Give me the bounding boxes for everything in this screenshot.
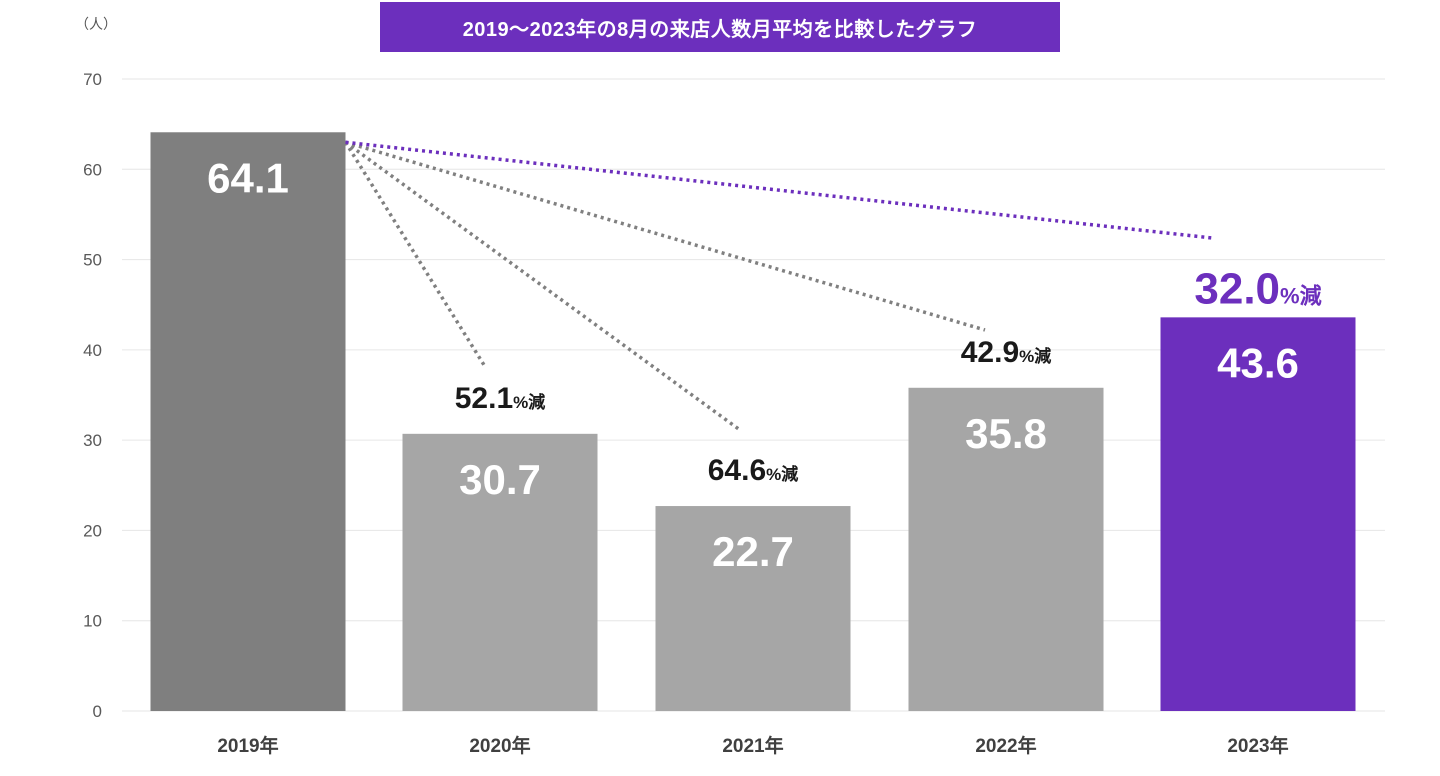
x-category-label-0: 2019年 bbox=[217, 734, 278, 757]
x-category-label-4: 2023年 bbox=[1227, 734, 1288, 757]
bar-2022年 bbox=[908, 387, 1104, 711]
pct-suffix-1: %減 bbox=[513, 392, 545, 412]
y-tick-label-10: 10 bbox=[83, 612, 102, 631]
pct-value-2: 64.6 bbox=[708, 454, 766, 487]
y-tick-label-30: 30 bbox=[83, 431, 102, 450]
y-tick-label-50: 50 bbox=[83, 251, 102, 270]
bar-2019年 bbox=[150, 132, 346, 712]
x-category-label-1: 2020年 bbox=[469, 734, 530, 757]
bar-value-label-3: 35.8 bbox=[965, 410, 1047, 457]
bar-2023年 bbox=[1160, 317, 1356, 711]
y-tick-label-40: 40 bbox=[83, 341, 102, 360]
x-category-label-3: 2022年 bbox=[975, 734, 1036, 757]
pct-suffix-2: %減 bbox=[766, 464, 798, 484]
bar-value-label-1: 30.7 bbox=[459, 456, 541, 503]
pct-value-3: 42.9 bbox=[961, 336, 1019, 369]
pct-value-1: 52.1 bbox=[455, 382, 513, 415]
pct-annotation-4: 32.0%減 bbox=[1194, 264, 1321, 313]
chart-title: 2019〜2023年の8月の来店人数月平均を比較したグラフ bbox=[462, 18, 978, 41]
bar-2020年 bbox=[402, 433, 598, 711]
bar-2021年 bbox=[655, 506, 851, 711]
pct-annotation-3: 42.9%減 bbox=[961, 336, 1052, 369]
pct-value-4: 32.0 bbox=[1194, 264, 1280, 313]
pct-annotation-2: 64.6%減 bbox=[708, 454, 799, 487]
y-tick-label-60: 60 bbox=[83, 160, 102, 179]
x-category-label-2: 2021年 bbox=[722, 734, 783, 757]
pct-suffix-4: %減 bbox=[1280, 283, 1322, 308]
dotted-line-2 bbox=[344, 140, 742, 432]
bar-value-label-0: 64.1 bbox=[207, 154, 289, 201]
y-axis-unit-label: （人） bbox=[75, 16, 117, 32]
dotted-line-3 bbox=[345, 140, 986, 332]
bar-value-label-4: 43.6 bbox=[1217, 339, 1299, 386]
dotted-line-1 bbox=[344, 141, 486, 366]
y-tick-label-20: 20 bbox=[83, 521, 102, 540]
pct-annotation-1: 52.1%減 bbox=[455, 382, 546, 415]
y-tick-label-0: 0 bbox=[93, 702, 102, 721]
chart-title-box: 2019〜2023年の8月の来店人数月平均を比較したグラフ bbox=[380, 2, 1060, 52]
dotted-line-4 bbox=[345, 140, 1213, 240]
bar-value-label-2: 22.7 bbox=[712, 528, 794, 575]
pct-suffix-3: %減 bbox=[1019, 346, 1051, 366]
y-tick-label-70: 70 bbox=[83, 70, 102, 89]
